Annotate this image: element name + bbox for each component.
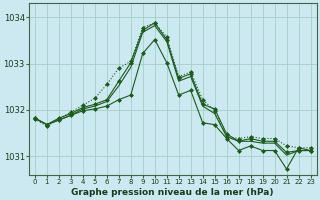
X-axis label: Graphe pression niveau de la mer (hPa): Graphe pression niveau de la mer (hPa) — [71, 188, 274, 197]
